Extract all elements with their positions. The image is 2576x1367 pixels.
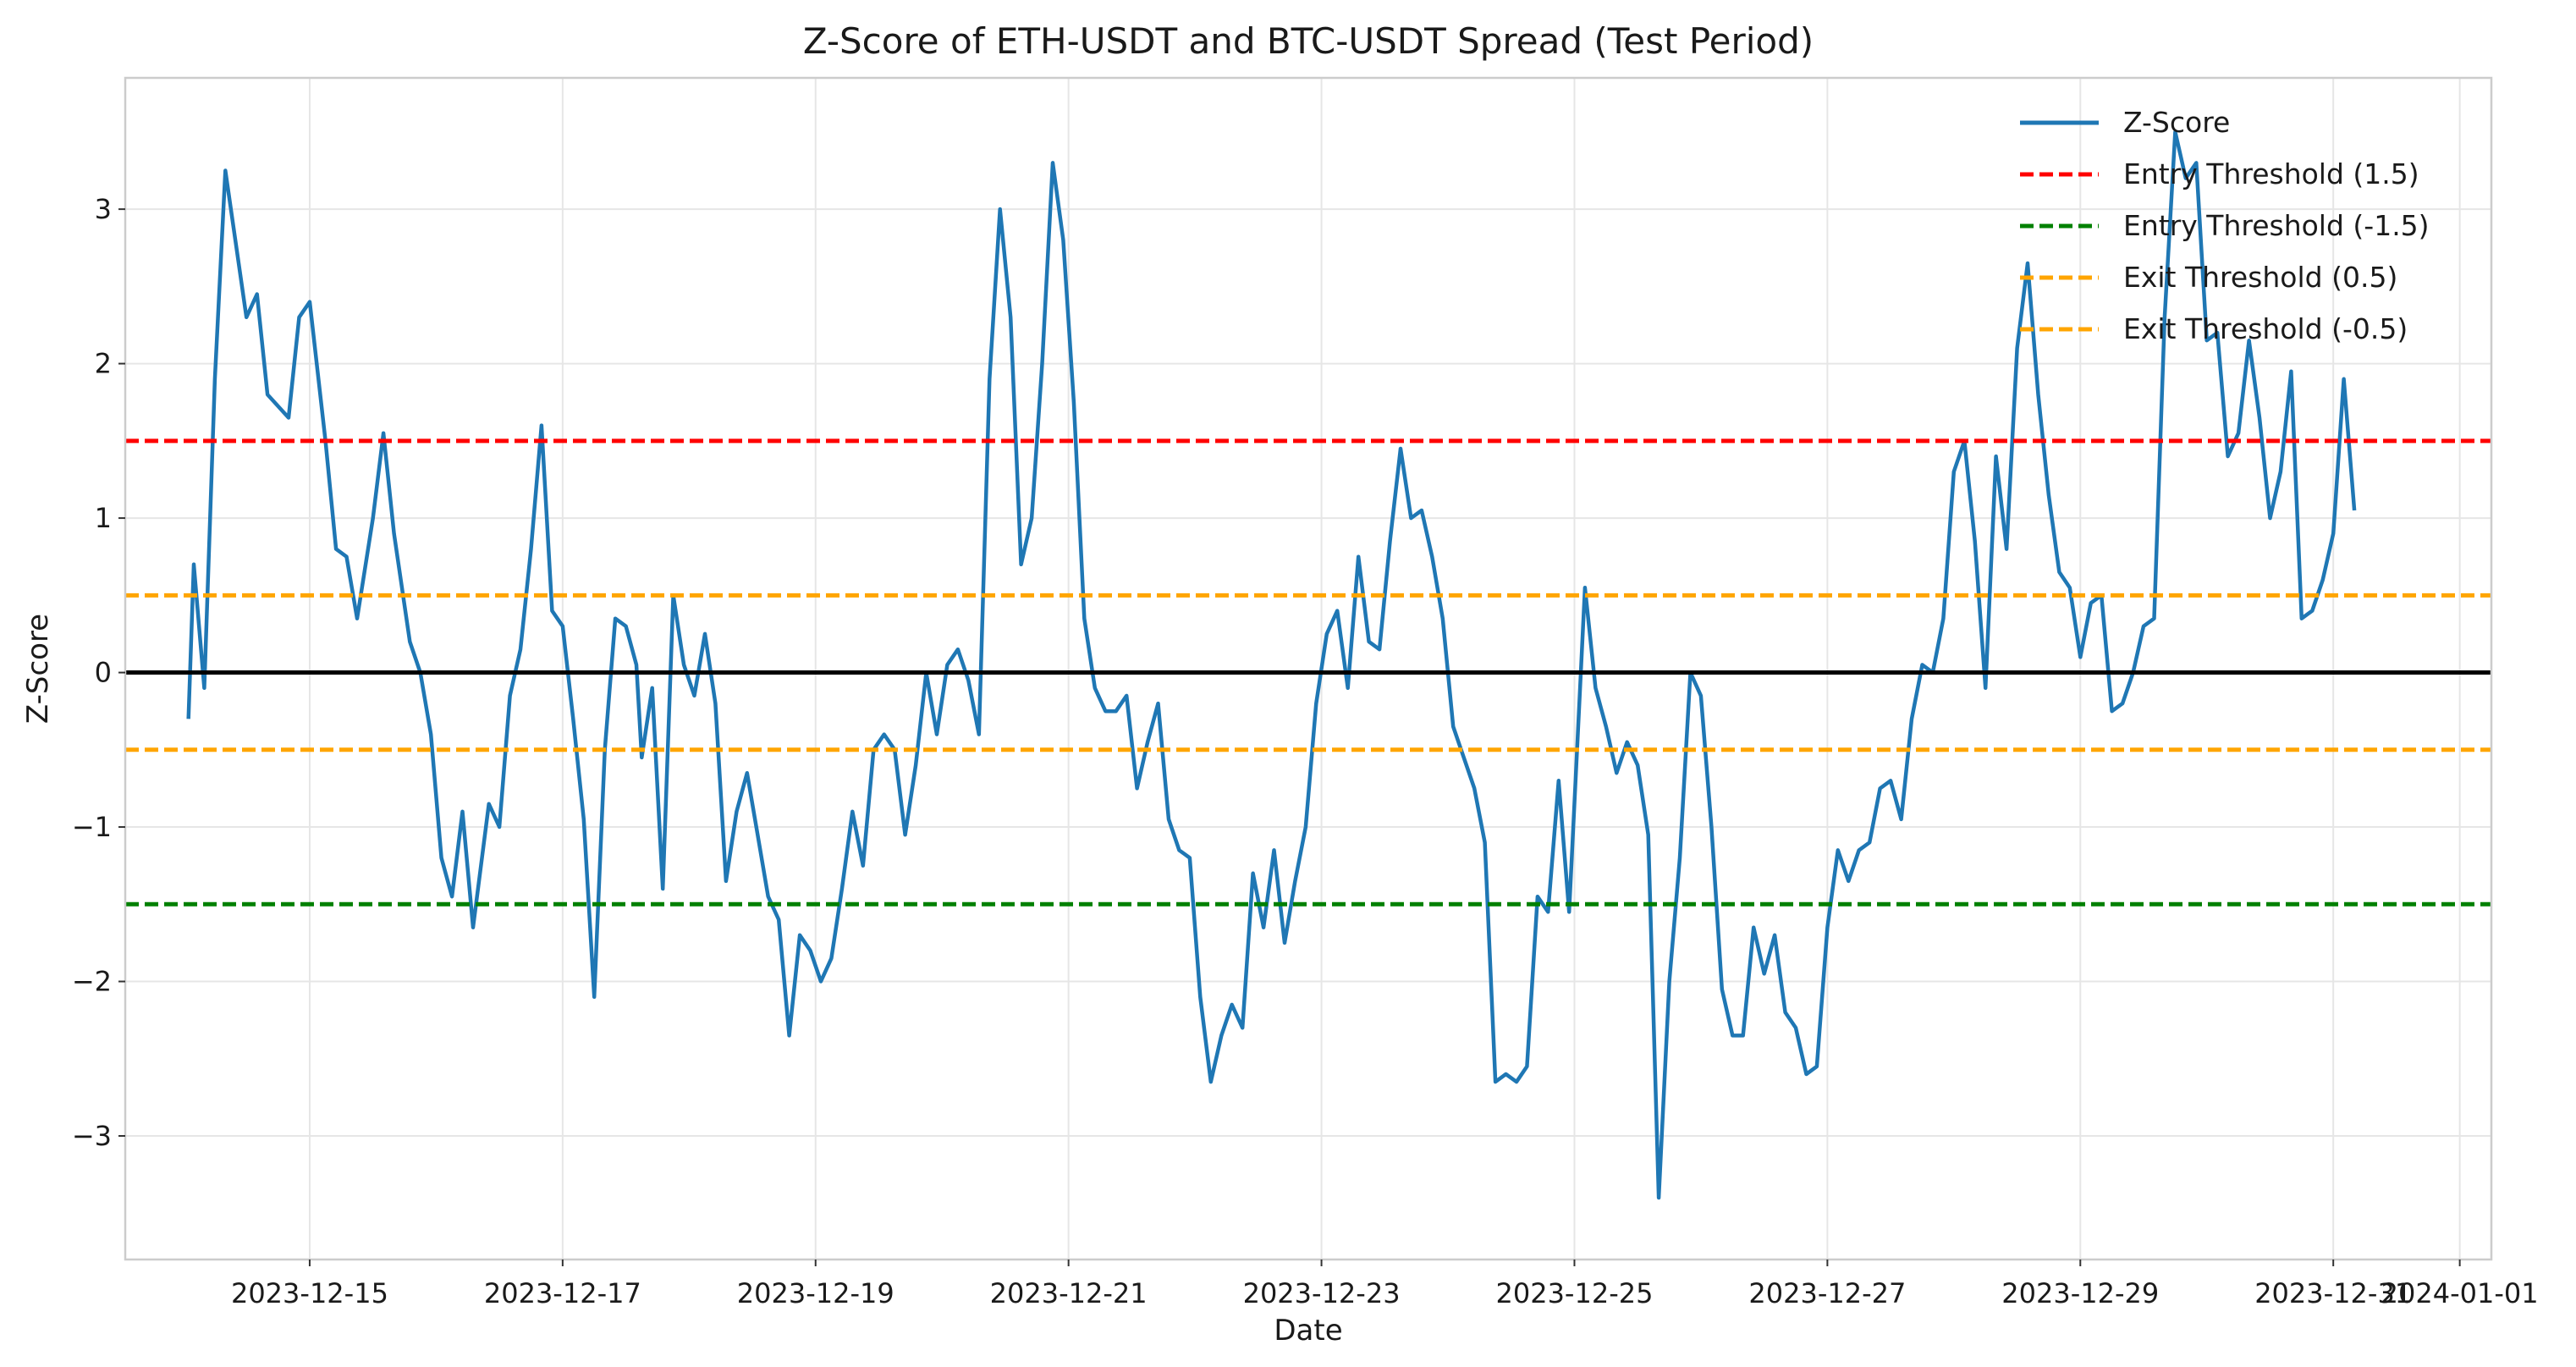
- y-axis: −3 −2 −1 0 1 2 3: [72, 193, 125, 1152]
- x-tick-label: 2023-12-19: [737, 1277, 894, 1309]
- legend-label: Entry Threshold (-1.5): [2123, 209, 2430, 242]
- x-tick-label: 2023-12-31: [2254, 1277, 2412, 1309]
- legend-label: Entry Threshold (1.5): [2123, 157, 2419, 190]
- x-tick-label: 2023-12-29: [2001, 1277, 2159, 1309]
- y-tick-label: 3: [95, 193, 112, 225]
- y-tick-label: 0: [95, 657, 112, 689]
- plot-frame: [124, 76, 2493, 1261]
- chart-title: Z-Score of ETH-USDT and BTC-USDT Spread …: [803, 20, 1814, 62]
- series-layer: [125, 130, 2491, 1200]
- y-tick-label: −2: [72, 966, 112, 998]
- x-tick-label: 2023-12-25: [1495, 1277, 1653, 1309]
- y-tick-label: 1: [95, 502, 112, 534]
- x-axis: 2023-12-15 2023-12-17 2023-12-19 2023-12-21…: [231, 1260, 2539, 1309]
- y-tick-label: 2: [95, 348, 112, 380]
- y-tick-label: −1: [72, 811, 112, 843]
- legend-label: Z-Score: [2123, 106, 2230, 139]
- legend-label: Exit Threshold (0.5): [2123, 261, 2397, 294]
- x-axis-label: Date: [1274, 1314, 1342, 1348]
- x-tick-label: 2024-01-01: [2381, 1277, 2539, 1309]
- legend: Z-Score Entry Threshold (1.5) Entry Thresh…: [2020, 106, 2430, 345]
- zscore-line: [186, 130, 2357, 1200]
- grid: [125, 78, 2491, 1260]
- x-tick-label: 2023-12-15: [231, 1277, 388, 1309]
- x-tick-label: 2023-12-27: [1748, 1277, 1906, 1309]
- y-axis-label: Z-Score: [21, 614, 55, 724]
- legend-label: Exit Threshold (-0.5): [2123, 312, 2408, 345]
- x-tick-label: 2023-12-21: [990, 1277, 1148, 1309]
- x-tick-label: 2023-12-17: [484, 1277, 641, 1309]
- x-tick-label: 2023-12-23: [1243, 1277, 1401, 1309]
- y-tick-label: −3: [72, 1120, 112, 1152]
